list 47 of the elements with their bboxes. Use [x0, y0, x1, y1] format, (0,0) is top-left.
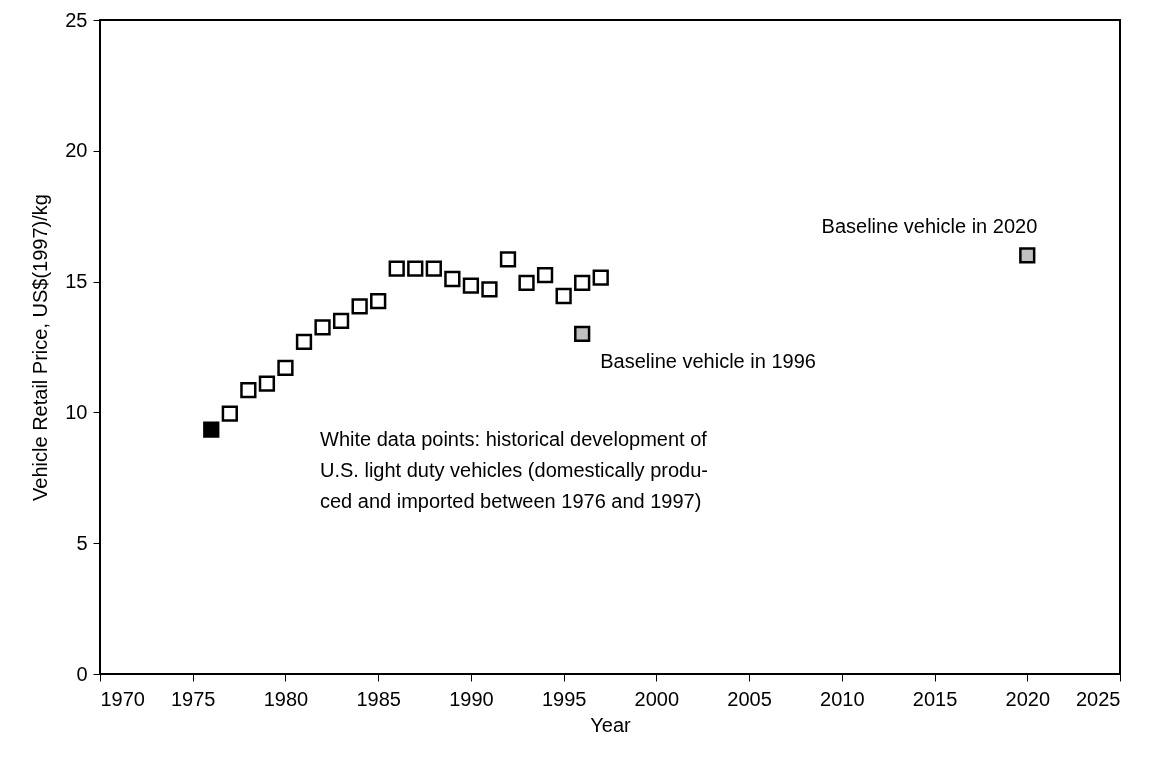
point	[555, 287, 572, 305]
annotation: Baseline vehicle in 2020	[821, 215, 1038, 238]
point	[518, 274, 535, 292]
x-tick-label: 2025	[1076, 687, 1121, 710]
x-tick-label: 2015	[912, 687, 958, 710]
y-tick-label: 0	[76, 662, 88, 685]
y-tick-label: 10	[65, 400, 88, 423]
point	[1019, 247, 1036, 264]
point	[240, 382, 257, 399]
point	[425, 260, 442, 277]
point	[314, 319, 331, 336]
point	[221, 405, 238, 422]
point	[407, 260, 424, 277]
x-tick-label: 1990	[449, 687, 494, 710]
point	[295, 333, 313, 350]
x-axis-title: Year	[590, 713, 632, 736]
x-tick-label: 1980	[263, 687, 309, 710]
x-tick-label: 2010	[820, 687, 865, 710]
y-axis-title: Vehicle Retail Price, US$(1997)/kg	[29, 194, 52, 501]
x-tick-label: 1985	[356, 687, 401, 710]
annotation: Baseline vehicle in 1996	[600, 349, 816, 372]
point	[536, 266, 554, 284]
y-tick-label: 15	[65, 270, 88, 293]
y-tick-label: 20	[65, 139, 88, 162]
annotation: White data points: historical development of U.S. light duty vehicles (domestically produ- ced and imported between 1976 and 1997)	[320, 428, 708, 512]
point	[592, 269, 609, 286]
point	[499, 251, 517, 268]
x-tick-label: 2000	[634, 687, 680, 710]
x-tick-label: 1975	[170, 687, 216, 710]
y-tick-label: 25	[65, 8, 88, 31]
x-tick-label: 2020	[1005, 687, 1051, 710]
point	[574, 325, 591, 343]
point	[462, 277, 480, 294]
point	[351, 298, 368, 315]
point	[444, 270, 461, 288]
point	[388, 260, 405, 277]
x-tick-label: 1970	[100, 687, 145, 710]
point	[481, 281, 498, 298]
point	[277, 359, 294, 377]
point	[370, 293, 387, 310]
x-tick-label: 2005	[727, 687, 772, 710]
point	[203, 421, 220, 438]
y-tick-label: 5	[76, 531, 88, 554]
point	[258, 375, 276, 392]
point	[574, 274, 591, 292]
x-tick-label: 1995	[541, 687, 587, 710]
point	[332, 312, 350, 329]
